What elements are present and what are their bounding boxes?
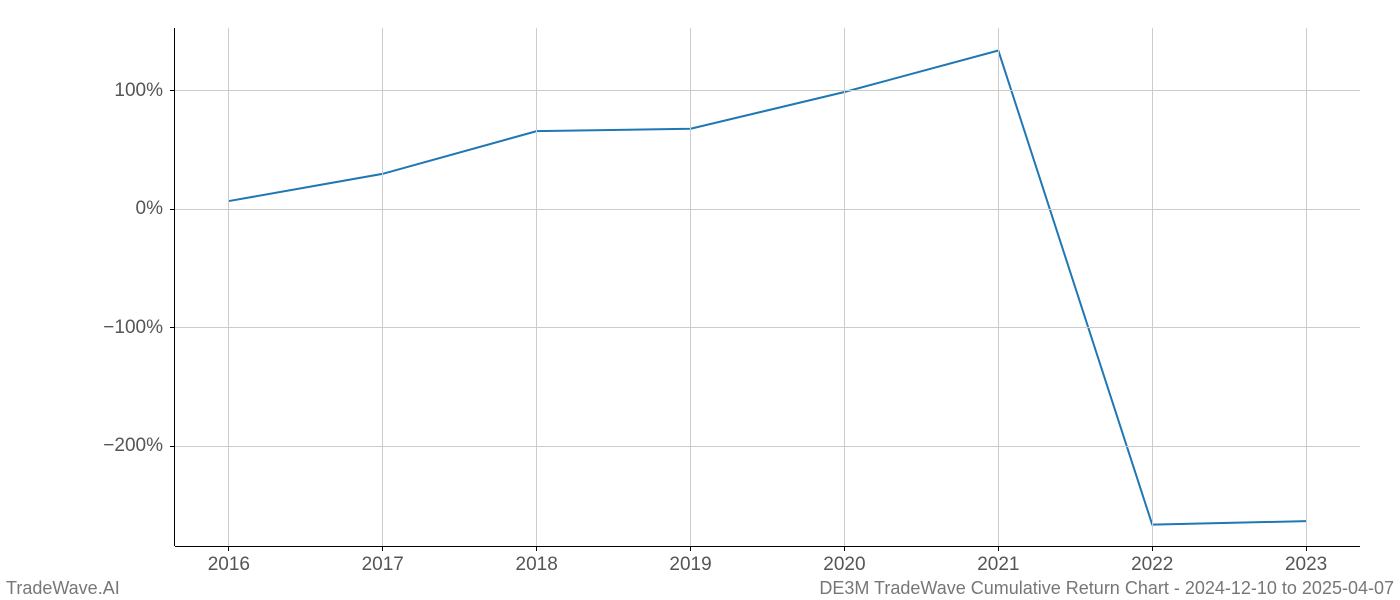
x-tick-mark (844, 546, 845, 551)
y-tick-label: 100% (114, 80, 163, 102)
chart-container: 2016 2017 2018 2019 2020 2021 2022 2023 −200% −1… (0, 0, 1400, 600)
y-tick-mark (170, 446, 175, 447)
grid-line-vertical (382, 28, 383, 546)
x-tick-label: 2021 (977, 554, 1019, 576)
x-axis-spine (175, 546, 1360, 547)
y-tick-label: 0% (136, 198, 163, 220)
grid-line-vertical (228, 28, 229, 546)
x-tick-mark (536, 546, 537, 551)
x-tick-mark (1306, 546, 1307, 551)
x-tick-label: 2019 (669, 554, 711, 576)
x-tick-mark (690, 546, 691, 551)
y-tick-label: −100% (103, 317, 163, 339)
x-tick-label: 2020 (823, 554, 865, 576)
x-tick-mark (228, 546, 229, 551)
cumulative-return-line (229, 51, 1306, 525)
x-tick-mark (382, 546, 383, 551)
y-tick-mark (170, 90, 175, 91)
grid-line-vertical (690, 28, 691, 546)
x-tick-label: 2022 (1131, 554, 1173, 576)
x-tick-label: 2018 (516, 554, 558, 576)
y-axis-spine (174, 28, 175, 546)
grid-line-vertical (1152, 28, 1153, 546)
footer-right-label: DE3M TradeWave Cumulative Return Chart -… (819, 578, 1394, 599)
x-tick-label: 2017 (362, 554, 404, 576)
grid-line-vertical (844, 28, 845, 546)
grid-line-vertical (536, 28, 537, 546)
x-tick-label: 2023 (1285, 554, 1327, 576)
x-tick-label: 2016 (208, 554, 250, 576)
grid-line-vertical (998, 28, 999, 546)
grid-line-horizontal (175, 209, 1360, 210)
grid-line-horizontal (175, 327, 1360, 328)
grid-line-vertical (1306, 28, 1307, 546)
y-tick-mark (170, 209, 175, 210)
x-tick-mark (998, 546, 999, 551)
y-tick-label: −200% (103, 435, 163, 457)
grid-line-horizontal (175, 90, 1360, 91)
x-tick-mark (1152, 546, 1153, 551)
grid-line-horizontal (175, 446, 1360, 447)
footer-left-label: TradeWave.AI (6, 578, 120, 599)
y-tick-mark (170, 327, 175, 328)
